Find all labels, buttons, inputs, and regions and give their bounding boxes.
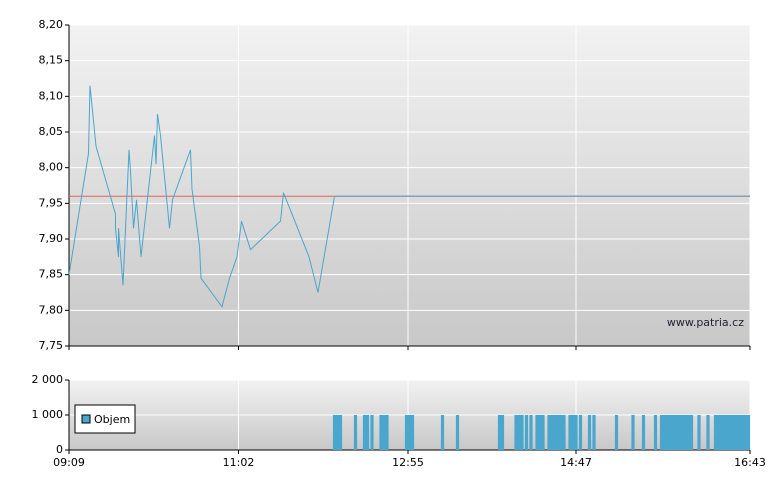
volume-bar: [680, 415, 685, 450]
volume-bar: [683, 415, 688, 450]
y-tick-label: 8,15: [39, 54, 64, 67]
volume-bar: [365, 415, 370, 450]
y-tick-label: 7,80: [39, 303, 64, 316]
volume-bar: [662, 415, 667, 450]
volume-bar: [335, 415, 340, 450]
volume-bar: [740, 415, 745, 450]
volume-bar: [731, 415, 736, 450]
volume-bar: [665, 415, 670, 450]
price-line: [68, 85, 335, 308]
y-tick-label: 2 000: [32, 373, 64, 386]
volume-bar: [353, 415, 358, 450]
volume-bar: [500, 415, 505, 450]
volume-bar: [614, 415, 619, 450]
volume-bar: [362, 415, 367, 450]
volume-bar: [677, 415, 682, 450]
volume-bar: [713, 415, 718, 450]
volume-bar: [541, 415, 545, 450]
volume-bar: [568, 415, 572, 450]
volume-bar: [653, 415, 658, 450]
y-tick-label: 7,95: [39, 196, 64, 209]
volume-bar: [382, 415, 386, 450]
volume-bar: [719, 415, 724, 450]
volume-bar: [514, 415, 518, 450]
volume-bar: [697, 415, 701, 450]
volume-bar: [706, 415, 710, 450]
volume-bar: [332, 415, 337, 450]
volume-bar: [407, 415, 412, 450]
volume-bar: [520, 415, 524, 450]
volume-bar: [592, 415, 596, 450]
volume-bar: [728, 415, 733, 450]
volume-bar: [734, 415, 739, 450]
legend-label: Objem: [94, 413, 130, 426]
x-tick-label: 09:09: [53, 456, 85, 469]
plot-area: [69, 25, 750, 346]
volume-bar: [370, 415, 374, 450]
volume-bar: [524, 415, 529, 450]
volume-bar: [404, 415, 409, 450]
volume-bar: [737, 415, 742, 450]
volume-bar: [455, 415, 460, 450]
legend-swatch: [81, 414, 91, 424]
volume-bar: [686, 415, 691, 450]
volume-bar: [538, 415, 542, 450]
volume-bar: [725, 415, 730, 450]
volume-bar: [674, 415, 679, 450]
y-tick-label: 8,10: [39, 89, 64, 102]
watermark: www.patria.cz: [667, 316, 744, 329]
y-tick-label: 7,75: [39, 339, 64, 352]
y-tick-label: 1 000: [32, 408, 64, 421]
y-tick-label: 8,05: [39, 125, 64, 138]
volume-bar: [553, 415, 557, 450]
volume-bar: [578, 415, 583, 450]
volume-bar: [550, 415, 554, 450]
x-tick-label: 16:43: [734, 456, 766, 469]
volume-bar: [716, 415, 721, 450]
y-tick-label: 0: [56, 443, 63, 456]
volume-bar: [559, 415, 563, 450]
volume-bar: [338, 415, 343, 450]
volume-bar: [689, 415, 694, 450]
volume-bar: [379, 415, 383, 450]
volume-bar: [410, 415, 415, 450]
volume-bar: [529, 415, 533, 450]
volume-bar: [641, 415, 646, 450]
volume-bar: [574, 415, 578, 450]
y-tick-label: 8,20: [39, 18, 64, 31]
volume-bar: [517, 415, 521, 450]
volume-bar: [631, 415, 635, 450]
volume-bar: [671, 415, 676, 450]
volume-bar: [535, 415, 539, 450]
volume-bar: [746, 415, 751, 450]
volume-bar: [556, 415, 560, 450]
volume-bar: [587, 415, 592, 450]
volume-bar: [571, 415, 575, 450]
x-tick-label: 11:02: [223, 456, 255, 469]
volume-bar: [659, 415, 664, 450]
y-tick-label: 8,00: [39, 161, 64, 174]
volume-bar: [440, 415, 445, 450]
volume-bar: [385, 415, 389, 450]
volume-bar: [562, 415, 566, 450]
volume-bar: [743, 415, 748, 450]
volume-bar: [547, 415, 551, 450]
y-tick-label: 7,90: [39, 232, 64, 245]
x-tick-label: 12:55: [392, 456, 424, 469]
x-tick-label: 14:47: [560, 456, 592, 469]
volume-bar: [497, 415, 502, 450]
y-tick-label: 7,85: [39, 268, 64, 281]
volume-bar: [722, 415, 727, 450]
volume-bar: [668, 415, 673, 450]
